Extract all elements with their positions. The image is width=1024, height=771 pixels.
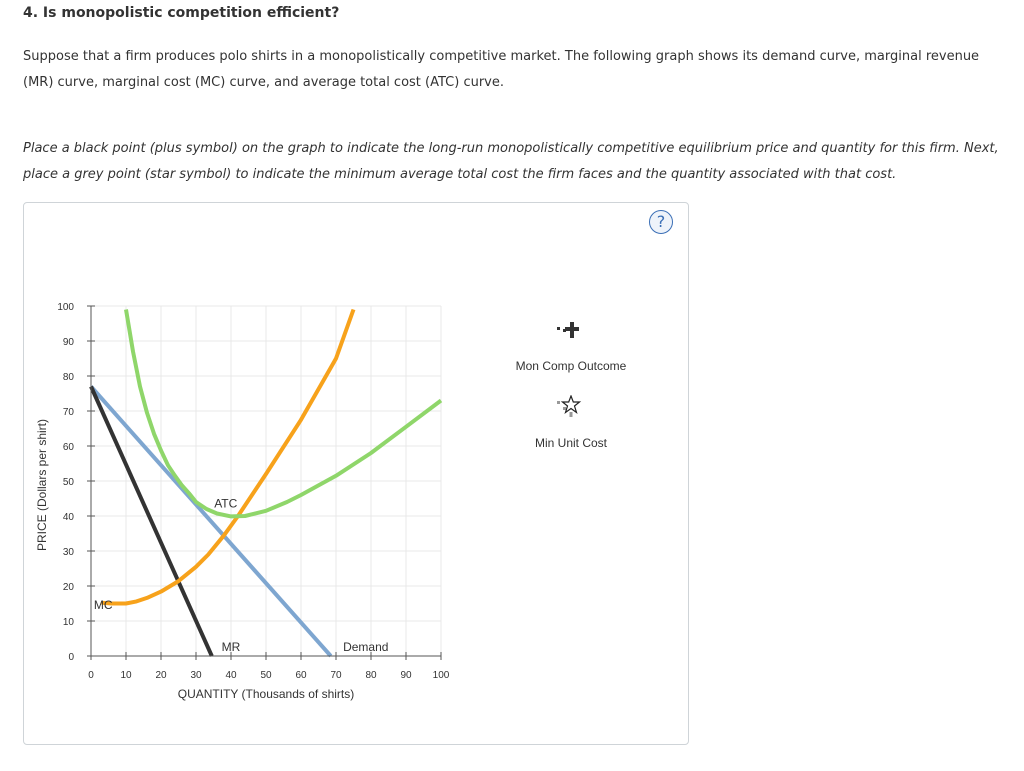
plus-icon [557, 322, 579, 338]
question-title: 4. Is monopolistic competition efficient… [23, 5, 340, 21]
star-icon [557, 394, 582, 417]
legend-label-mon-comp: Mon Comp Outcome [515, 359, 627, 373]
legend-item-min-unit-cost[interactable] [555, 394, 585, 419]
legend-item-mon-comp[interactable] [555, 318, 585, 342]
question-intro: Suppose that a firm produces polo shirts… [23, 49, 980, 90]
graph-panel [23, 202, 689, 745]
help-button[interactable]: ? [649, 210, 673, 234]
legend-label-min-unit-cost: Min Unit Cost [534, 436, 608, 450]
question-instructions: Place a black point (plus symbol) on the… [23, 141, 999, 182]
